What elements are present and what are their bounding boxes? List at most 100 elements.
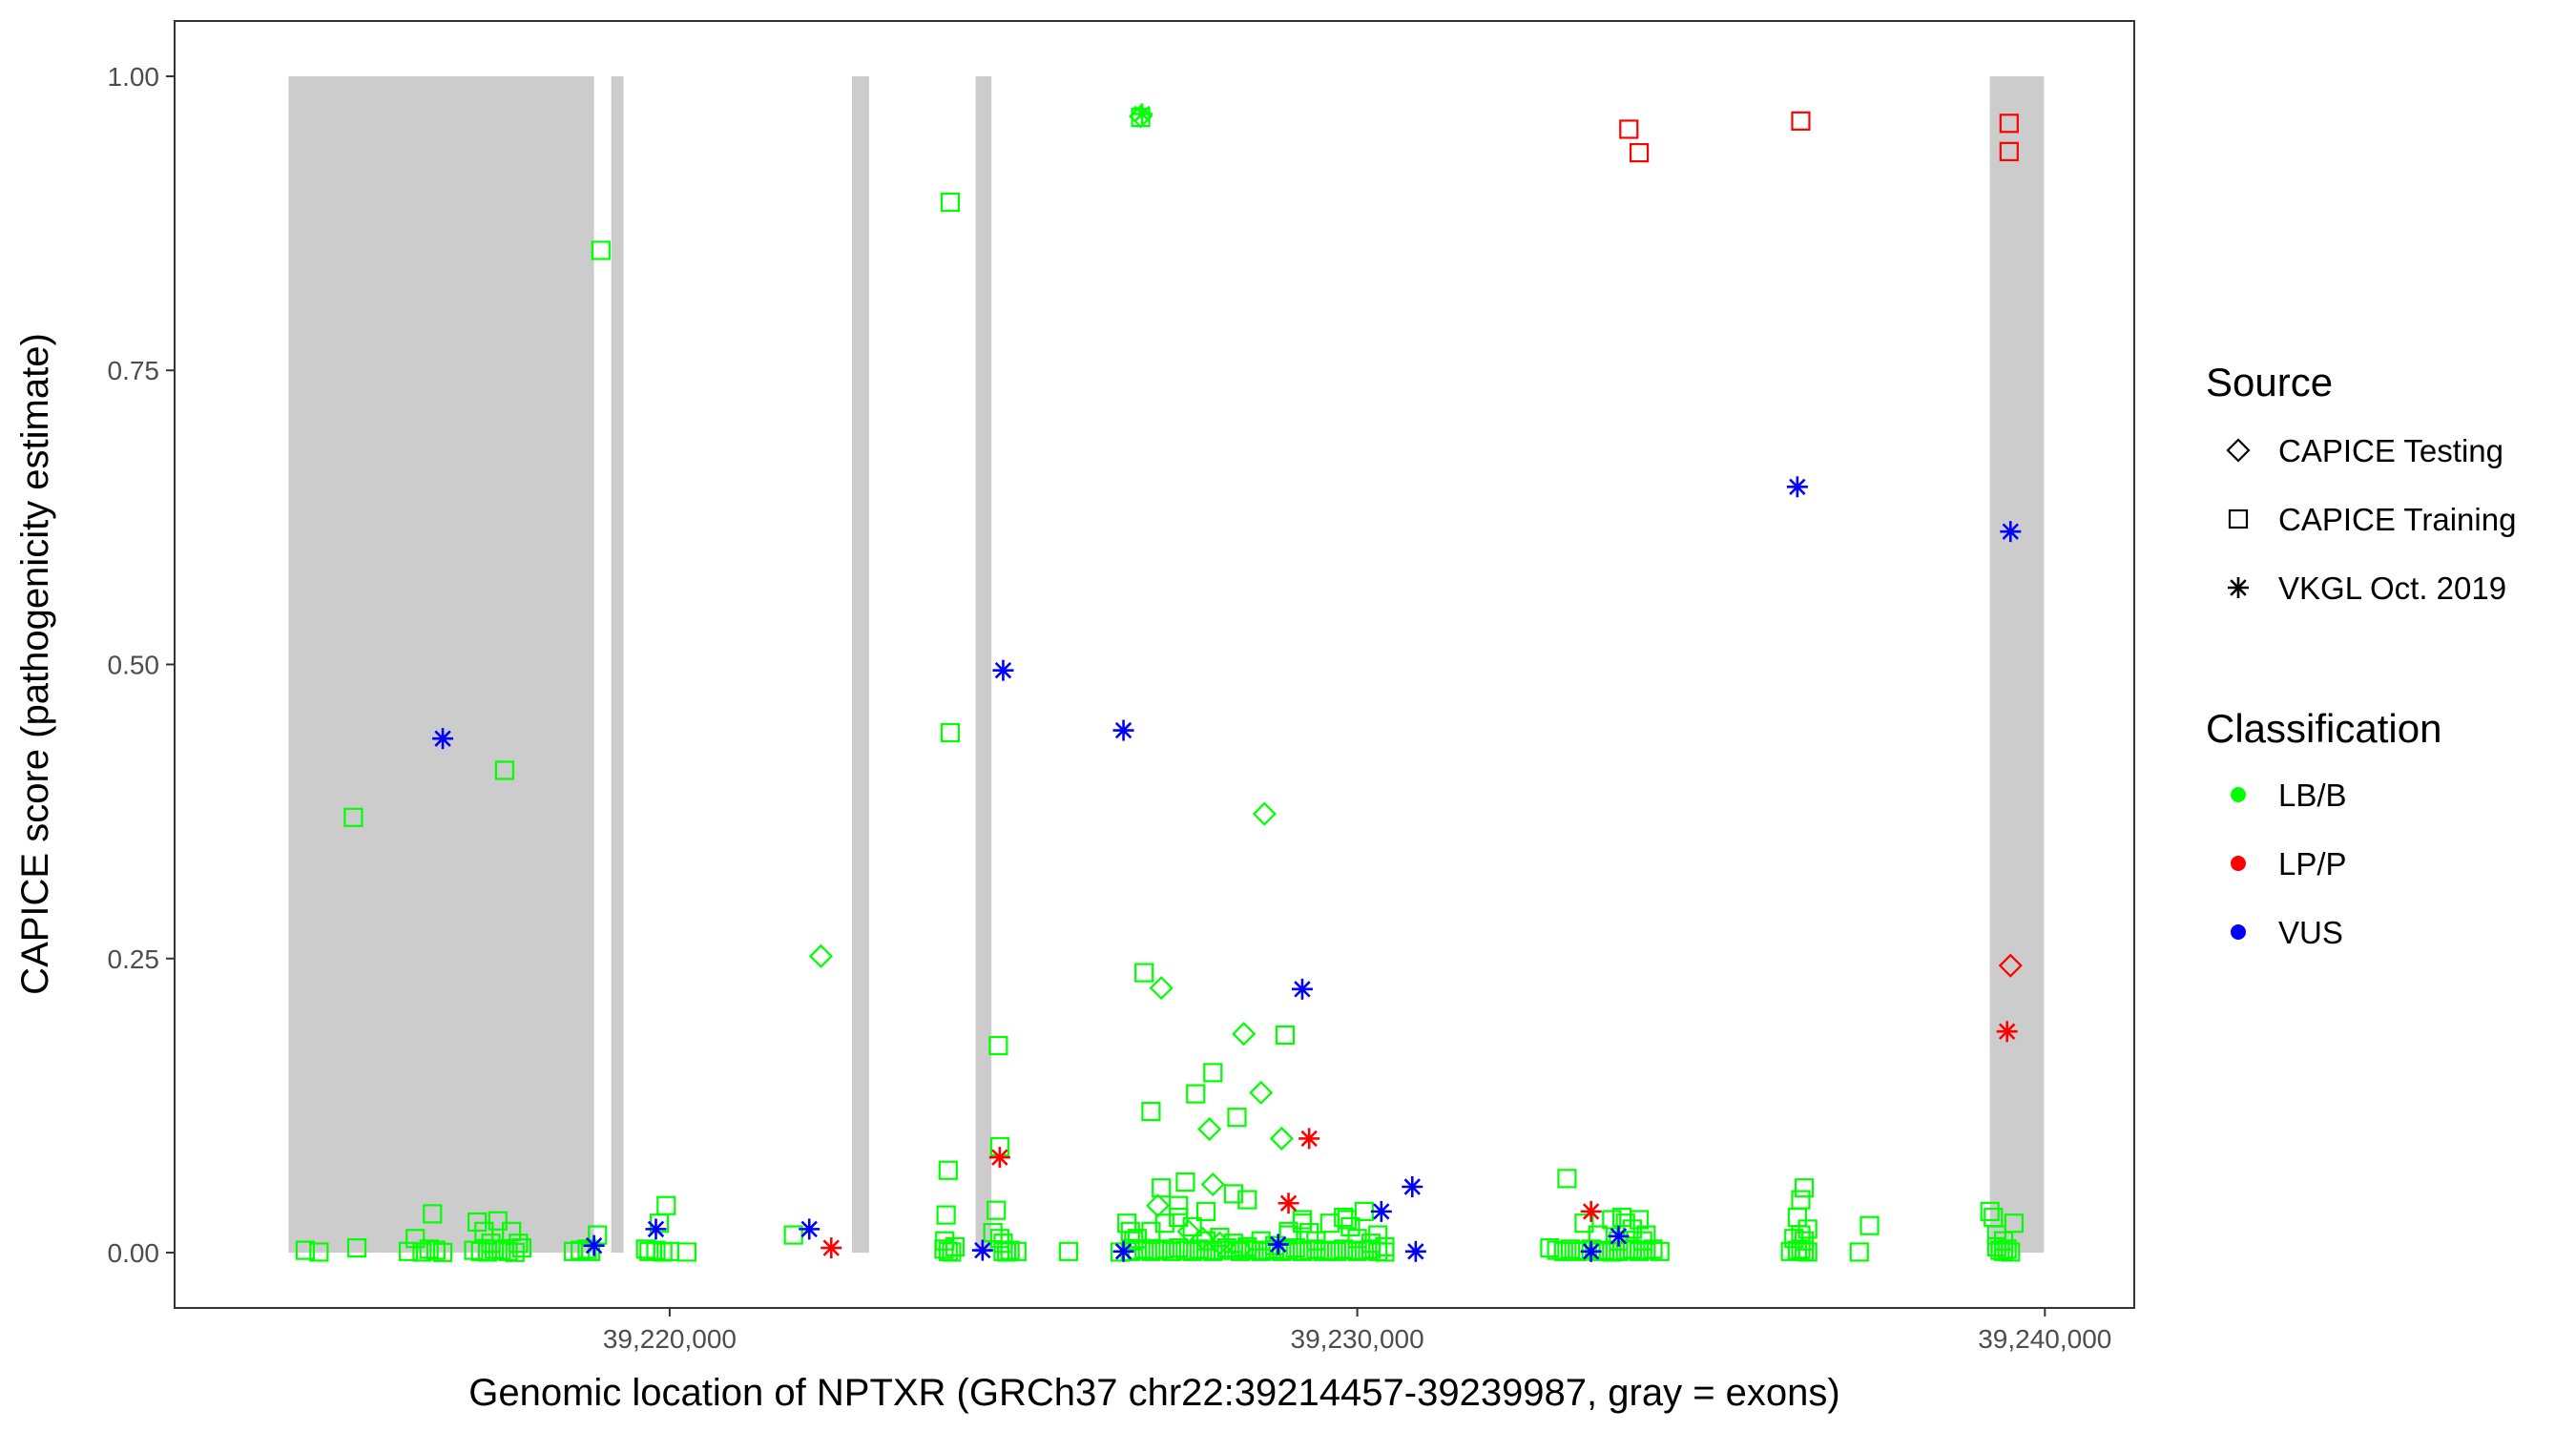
- point-training-LBB-48: [940, 722, 961, 743]
- point-training-LBB-92: [1326, 1241, 1347, 1261]
- point-training-LBB-102: [1154, 1213, 1174, 1234]
- point-training-LBB-177: [1791, 1190, 1811, 1210]
- point-testing-LBB-6: [1197, 1117, 1222, 1142]
- point-training-LBB-37: [656, 1195, 676, 1215]
- point-training-LBB-46: [936, 1205, 956, 1225]
- point-training-LBB-180: [1794, 1231, 1815, 1251]
- legend-source-label-training: CAPICE Training: [2278, 502, 2516, 537]
- point-training-LBB-124: [1237, 1190, 1257, 1210]
- point-training-LBB-67: [1154, 1239, 1174, 1259]
- point-vkgl-LPP-3: [1278, 1192, 1299, 1214]
- point-training-LBB-133: [1299, 1222, 1319, 1243]
- point-vkgl-VUS-16: [2000, 521, 2022, 543]
- point-training-LBB-119: [1152, 1178, 1172, 1198]
- point-training-LBB-90: [1313, 1241, 1333, 1261]
- point-vkgl-VUS-7: [1112, 1240, 1134, 1262]
- point-training-LBB-178: [1794, 1178, 1815, 1198]
- point-testing-LBB-0: [808, 944, 834, 968]
- exon-bands: [288, 75, 2045, 1254]
- point-training-LBB-116: [1347, 1229, 1367, 1249]
- point-training-LBB-141: [1124, 1231, 1144, 1251]
- point-training-LBB-6: [412, 1242, 432, 1262]
- point-training-LBB-23: [494, 760, 515, 780]
- point-vkgl-VUS-12: [1404, 1240, 1426, 1262]
- point-vkgl-VUS-14: [1608, 1225, 1630, 1247]
- legend-classification-items: LB/B LP/P VUS: [2231, 778, 2347, 950]
- y-axis-title: CAPICE score (pathogenicity estimate): [14, 333, 56, 995]
- point-training-LBB-12: [474, 1221, 494, 1241]
- point-training-LBB-179: [1797, 1219, 1818, 1239]
- point-training-LBB-39: [676, 1242, 697, 1262]
- point-training-LBB-22: [488, 1211, 508, 1231]
- exon-band-2: [611, 75, 624, 1254]
- point-training-LBB-21: [511, 1238, 532, 1258]
- point-training-LBB-142: [1540, 1238, 1560, 1258]
- point-training-LBB-135: [1340, 1216, 1361, 1237]
- point-training-LBB-108: [1237, 1236, 1257, 1256]
- point-vkgl-VUS-0: [432, 728, 454, 750]
- point-vkgl-LPP-4: [1580, 1200, 1602, 1222]
- point-training-LBB-65: [1141, 1241, 1161, 1261]
- point-vkgl-LPP-0: [821, 1237, 842, 1259]
- point-testing-LBB-8: [1146, 1193, 1171, 1218]
- point-training-LBB-50: [987, 1200, 1007, 1220]
- point-training-LBB-158: [1650, 1241, 1670, 1261]
- point-training-LBB-122: [1195, 1201, 1216, 1221]
- point-vkgl-LPP-5: [1996, 1021, 2018, 1043]
- legend-source-label-vkgl: VKGL Oct. 2019: [2278, 570, 2506, 606]
- exon-band-1: [288, 75, 594, 1254]
- point-testing-LPP-0: [1998, 953, 2023, 978]
- point-training-LBB-160: [1574, 1213, 1594, 1234]
- exon-band-3: [851, 75, 869, 1254]
- point-training-LBB-191: [2004, 1213, 2024, 1234]
- point-vkgl-VUS-11: [1402, 1175, 1423, 1197]
- point-training-LBB-10: [423, 1204, 443, 1224]
- point-training-LBB-87: [1292, 1241, 1313, 1261]
- point-training-LBB-94: [1340, 1240, 1361, 1260]
- point-training-LBB-167: [1636, 1225, 1656, 1245]
- point-vkgl-VUS-15: [1786, 476, 1808, 498]
- y-tick-label-2: 0.50: [108, 651, 160, 680]
- x-tick-label-0: 39,220,000: [603, 1324, 737, 1354]
- point-training-LBB-183: [1859, 1215, 1880, 1235]
- point-training-LBB-96: [1354, 1240, 1374, 1260]
- legend-source-items: CAPICE Testing CAPICE Training VKGL Oct. 2…: [2226, 433, 2516, 606]
- point-training-LBB-57: [983, 1222, 1003, 1243]
- legend-class-label-VUS: VUS: [2278, 915, 2343, 950]
- point-training-LBB-3: [346, 1238, 367, 1258]
- legend-class-key-LPP: [2231, 856, 2246, 871]
- point-training-LBB-33: [646, 1240, 666, 1260]
- point-training-LBB-17: [485, 1239, 505, 1259]
- point-training-LBB-128: [1186, 1084, 1206, 1104]
- point-training-LBB-28: [577, 1239, 597, 1259]
- legend-class-label-LPP: LP/P: [2278, 846, 2347, 881]
- point-training-LBB-182: [1849, 1242, 1869, 1262]
- point-training-LBB-24: [502, 1221, 522, 1241]
- point-training-LPP-3: [1999, 114, 2019, 134]
- point-training-LBB-166: [1629, 1210, 1650, 1230]
- point-training-LBB-100: [1127, 1229, 1148, 1249]
- point-testing-LBB-7: [1200, 1172, 1225, 1197]
- legend-source-key-vkgl: [2228, 577, 2249, 598]
- x-tick-label-1: 39,230,000: [1291, 1324, 1424, 1354]
- point-training-LBB-60: [1058, 1241, 1079, 1261]
- point-training-LBB-0: [295, 1240, 316, 1260]
- point-training-LBB-58: [989, 1229, 1009, 1249]
- x-axis-title: Genomic location of NPTXR (GRCh37 chr22:…: [468, 1372, 1839, 1414]
- point-training-LBB-68: [1161, 1241, 1182, 1261]
- point-training-LPP-4: [1999, 141, 2019, 161]
- legend: Source CAPICE Testing CAPICE Training VKGL…: [2206, 360, 2516, 950]
- point-training-LBB-137: [1368, 1225, 1388, 1245]
- point-training-LBB-51: [988, 1035, 1008, 1056]
- point-vkgl-VUS-4: [971, 1239, 993, 1261]
- point-vkgl-VUS-1: [583, 1234, 605, 1256]
- point-training-LBB-14: [464, 1240, 484, 1260]
- point-training-LBB-59: [993, 1234, 1013, 1254]
- point-training-LBB-93: [1334, 1239, 1354, 1259]
- point-testing-LBB-11: [1207, 1231, 1233, 1255]
- point-training-LBB-8: [426, 1240, 446, 1260]
- point-vkgl-VUS-6: [1112, 719, 1134, 741]
- legend-class-key-VUS: [2231, 924, 2246, 940]
- point-training-LBB-1: [309, 1242, 329, 1262]
